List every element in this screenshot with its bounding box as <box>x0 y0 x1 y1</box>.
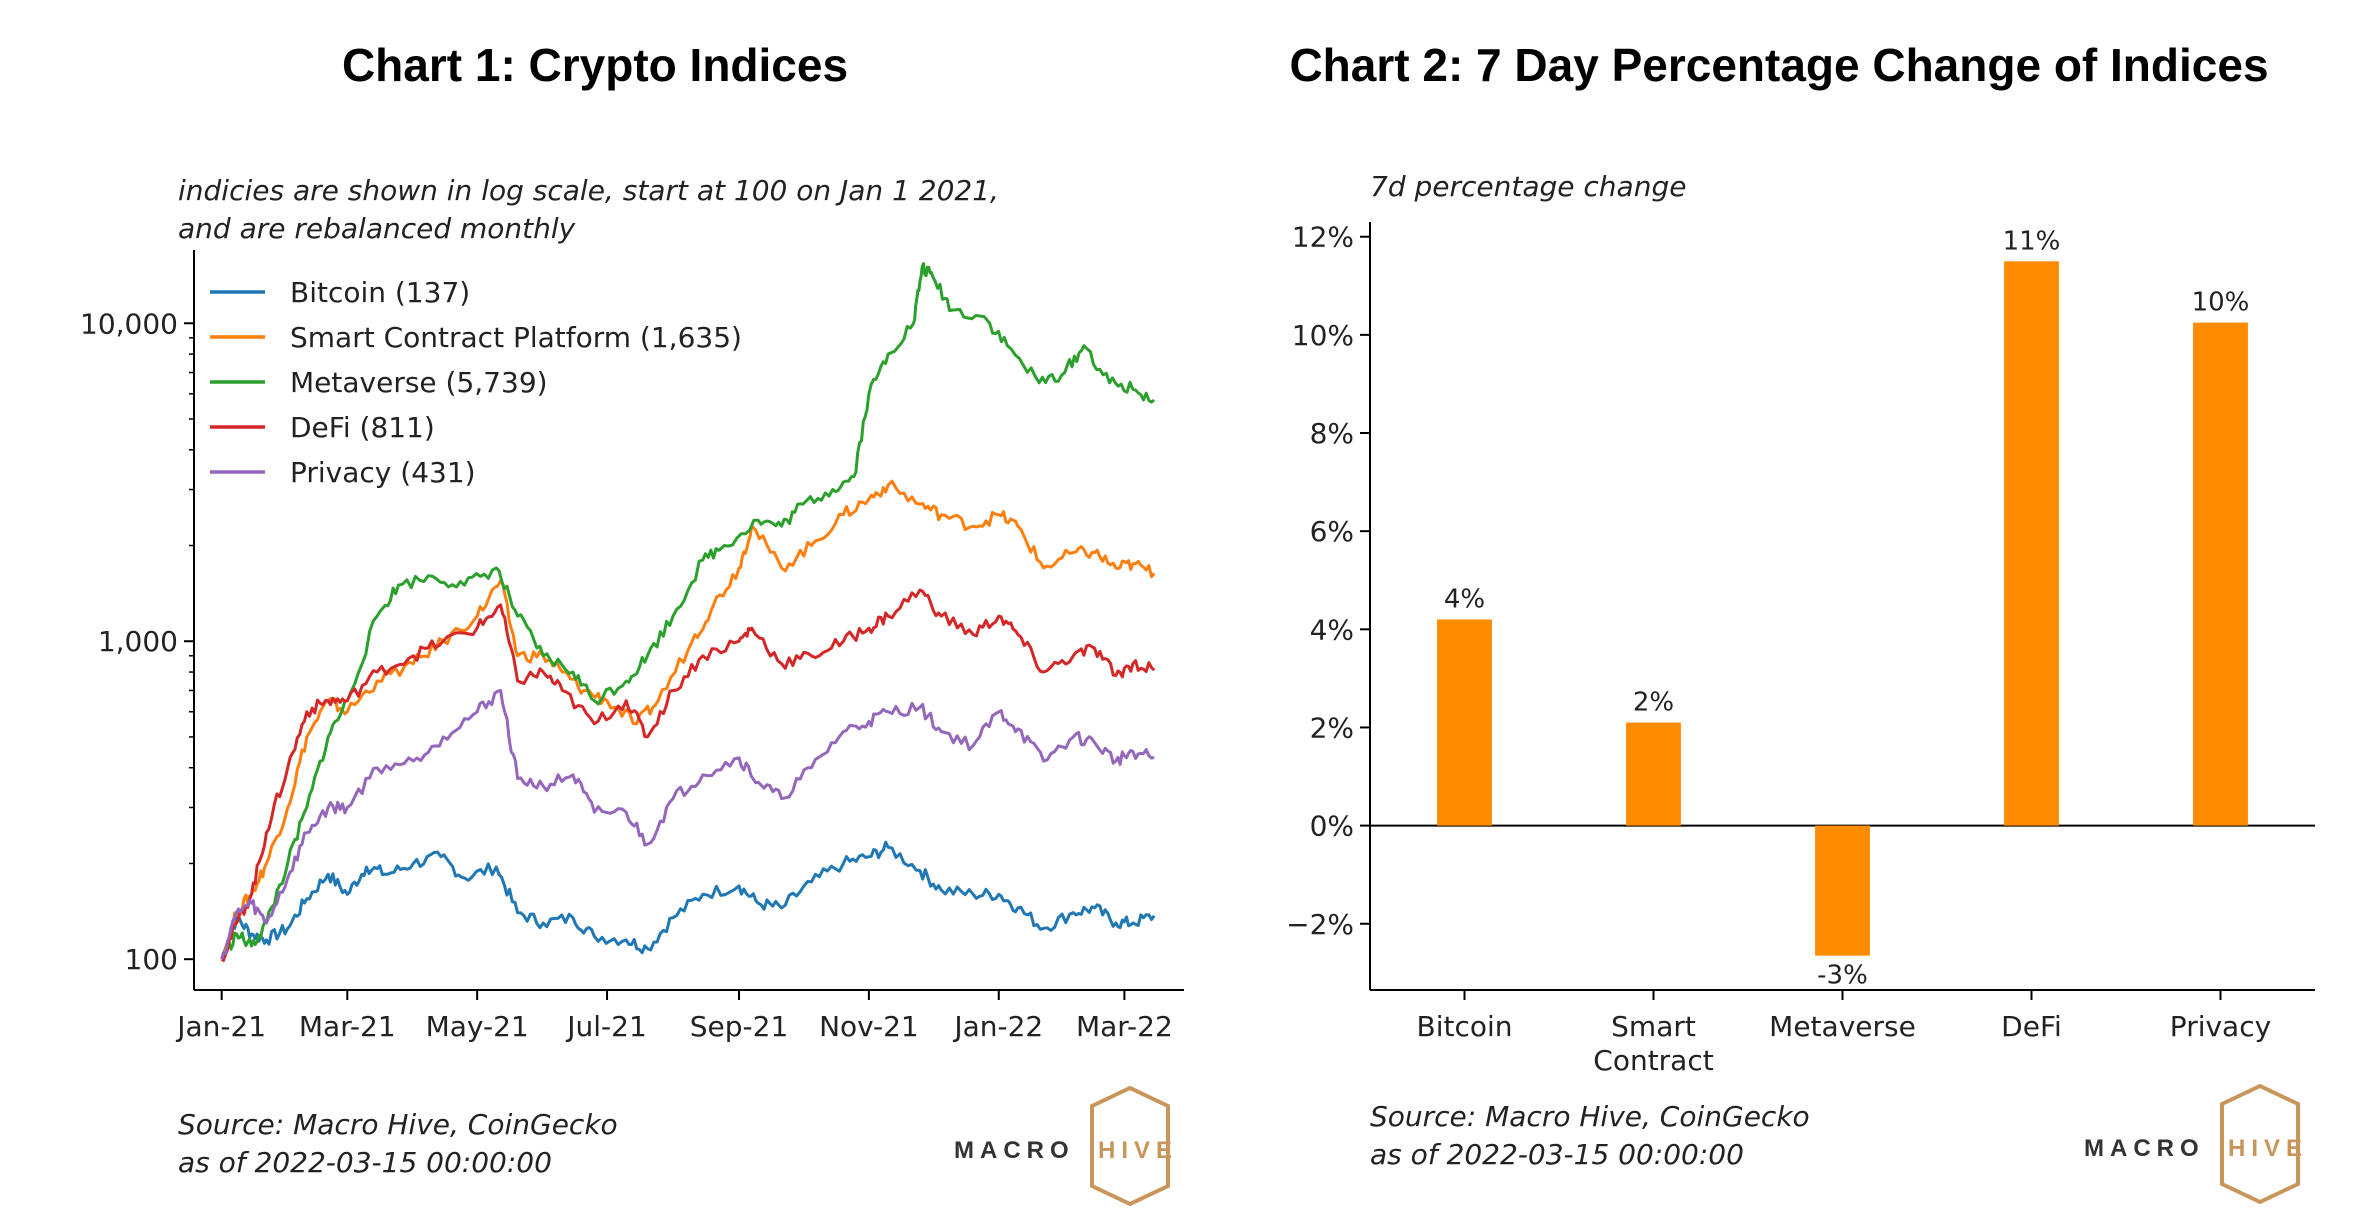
chart2-x-tick-label: Contract <box>1593 1044 1713 1077</box>
chart2-y-tick-label: 12% <box>1292 221 1354 254</box>
chart2-data-label: 11% <box>2003 226 2061 256</box>
chart2-x-tick-label: Metaverse <box>1769 1010 1916 1043</box>
chart2-source-line: Source: Macro Hive, CoinGecko <box>1370 1100 1810 1133</box>
chart2-data-label: 4% <box>1444 584 1485 614</box>
chart1-y-tick-label: 1,000 <box>98 625 178 658</box>
chart1-series-line <box>220 689 1155 960</box>
chart2-data-label: 10% <box>2192 288 2250 318</box>
chart1-x-tick-label: Jan-21 <box>175 1010 266 1043</box>
chart1-subtitle-line: and are rebalanced monthly <box>178 212 576 245</box>
chart1-y-tick-label: 10,000 <box>80 307 178 340</box>
hexagon-icon <box>2220 1084 2300 1204</box>
chart1-title: Chart 1: Crypto Indices <box>341 39 849 91</box>
hexagon-icon <box>1090 1086 1170 1206</box>
chart1-subtitle-line: indicies are shown in log scale, start a… <box>178 174 999 207</box>
chart2-bar <box>2004 261 2059 826</box>
chart2-plot: −2% 0% 2% 4% 6% 8% 10% 12% 4% Bitcoin 2% SmartContr… <box>1286 221 2315 1077</box>
chart2-x-tick-label: Smart <box>1611 1010 1696 1043</box>
chart1-source-line: as of 2022-03-15 00:00:00 <box>178 1146 552 1179</box>
logo-text-left: MACRO <box>2084 1135 2205 1162</box>
chart2-y-tick-label: 4% <box>1310 613 1354 646</box>
chart2-bar <box>1437 619 1492 826</box>
chart2-y-tick-label: 0% <box>1310 810 1354 843</box>
chart2-x-tick-label: DeFi <box>2001 1010 2062 1043</box>
chart2-source: Source: Macro Hive, CoinGecko as of 2022… <box>1370 1098 1810 1174</box>
chart2-ylabel: 7d percentage change <box>1370 170 1687 203</box>
chart2-data-label: 2% <box>1633 688 1674 718</box>
chart2-y-tick-label: 10% <box>1292 319 1354 352</box>
chart1-legend-label: Metaverse (5,739) <box>290 366 548 399</box>
chart1-subtitle: indicies are shown in log scale, start a… <box>178 172 999 248</box>
chart1-x-tick-label: Sep-21 <box>690 1010 789 1043</box>
logo-text-left: MACRO <box>954 1137 1075 1164</box>
chart2-bar <box>2193 322 2248 826</box>
chart2-bar <box>1626 722 1681 826</box>
chart2-y-tick-label: 8% <box>1310 417 1354 450</box>
chart1-x-tick-label: Nov-21 <box>819 1010 919 1043</box>
chart1-source-line: Source: Macro Hive, CoinGecko <box>178 1108 618 1141</box>
chart2-y-tick-label: 6% <box>1310 515 1354 548</box>
chart1-x-tick-label: May-21 <box>426 1010 529 1043</box>
chart1-series-line <box>220 840 1156 960</box>
chart1-x-tick-label: Mar-21 <box>299 1010 396 1043</box>
chart2-data-label: -3% <box>1817 961 1868 991</box>
chart2-source-line: as of 2022-03-15 00:00:00 <box>1370 1138 1744 1171</box>
chart2-bar <box>1815 825 1870 956</box>
macrohive-logo: MACRO HIVE <box>954 1086 1178 1206</box>
chart1-legend-label: Smart Contract Platform (1,635) <box>290 321 742 354</box>
chart2-x-tick-label: Privacy <box>2170 1010 2271 1043</box>
chart1-series-line <box>220 262 1156 960</box>
chart2-y-tick-label: −2% <box>1286 908 1354 941</box>
chart1-legend-label: Privacy (431) <box>290 456 476 489</box>
macrohive-logo: MACRO HIVE <box>2084 1084 2308 1204</box>
logo-text-right: HIVE <box>1098 1137 1178 1164</box>
chart1-x-tick-label: Mar-22 <box>1076 1010 1173 1043</box>
chart1-x-tick-label: Jan-22 <box>952 1010 1043 1043</box>
chart1-legend-label: DeFi (811) <box>290 411 435 444</box>
chart1-x-tick-label: Jul-21 <box>565 1010 647 1043</box>
chart2-y-tick-label: 2% <box>1310 711 1354 744</box>
chart2-title: Chart 2: 7 Day Percentage Change of Indi… <box>1289 39 2269 91</box>
chart2-x-tick-label: Bitcoin <box>1416 1010 1512 1043</box>
chart1-y-tick-label: 100 <box>125 943 178 976</box>
chart1-series-line <box>220 588 1156 962</box>
chart1-series-line <box>221 479 1156 962</box>
chart1-source: Source: Macro Hive, CoinGecko as of 2022… <box>178 1106 618 1182</box>
chart1-legend-label: Bitcoin (137) <box>290 276 470 309</box>
logo-text-right: HIVE <box>2228 1135 2308 1162</box>
chart1-plot: 100 1,000 10,000 Jan-21 Mar-21 May-21 Jul-21 Se… <box>80 250 1184 1043</box>
